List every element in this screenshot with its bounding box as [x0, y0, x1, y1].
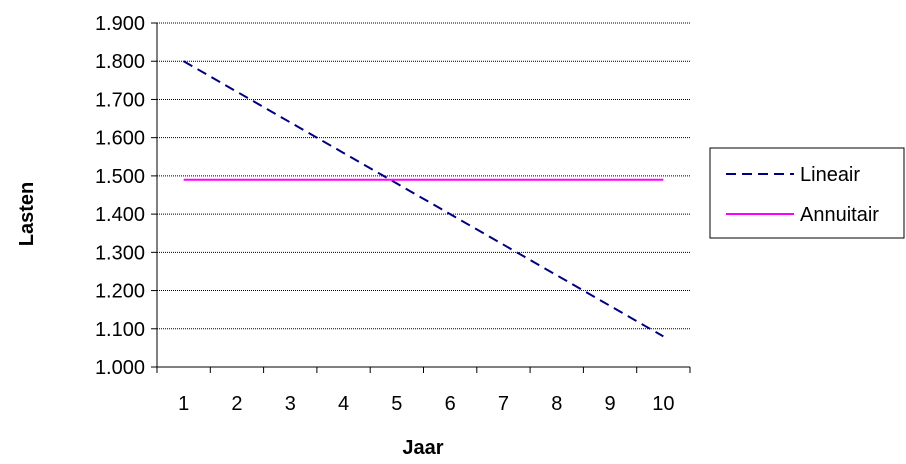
x-axis-ticks: 1 2 3 4 5 6 7 8 9 10	[156, 367, 691, 415]
y-tick-label: 1.100	[95, 319, 145, 341]
legend-label-lineair: Lineair	[800, 164, 860, 186]
series-lines	[183, 60, 664, 338]
gridlines	[157, 22, 690, 330]
y-tick-label: 1.500	[95, 166, 145, 188]
y-tick-label: 1.400	[95, 204, 145, 226]
x-tick-label: 4	[338, 393, 349, 415]
y-tick-label: 1.700	[95, 89, 145, 111]
x-tick-label: 1	[178, 393, 189, 415]
legend-label-annuitair: Annuitair	[800, 204, 879, 226]
x-tick-label: 3	[285, 393, 296, 415]
x-tick-label: 10	[652, 393, 674, 415]
y-tick-label: 1.600	[95, 128, 145, 150]
y-tick-label: 1.800	[95, 51, 145, 73]
legend: Lineair Annuitair	[709, 147, 905, 239]
x-tick-label: 9	[604, 393, 615, 415]
legend-box	[709, 147, 905, 239]
y-axis-title: Lasten	[16, 182, 38, 246]
x-tick-label: 5	[391, 393, 402, 415]
x-axis-title: Jaar	[402, 437, 443, 459]
x-tick-label: 6	[445, 393, 456, 415]
y-tick-label: 1.900	[95, 13, 145, 35]
x-tick-label: 8	[551, 393, 562, 415]
x-tick-label: 2	[231, 393, 242, 415]
axes	[156, 23, 690, 368]
series-line-lineair	[183, 60, 664, 338]
y-tick-label: 1.000	[95, 357, 145, 379]
y-tick-label: 1.300	[95, 242, 145, 264]
y-axis-ticks: 1.000 1.100 1.200 1.300 1.400 1.500 1.600 1.700…	[95, 13, 157, 379]
x-tick-label: 7	[498, 393, 509, 415]
y-tick-label: 1.200	[95, 281, 145, 303]
